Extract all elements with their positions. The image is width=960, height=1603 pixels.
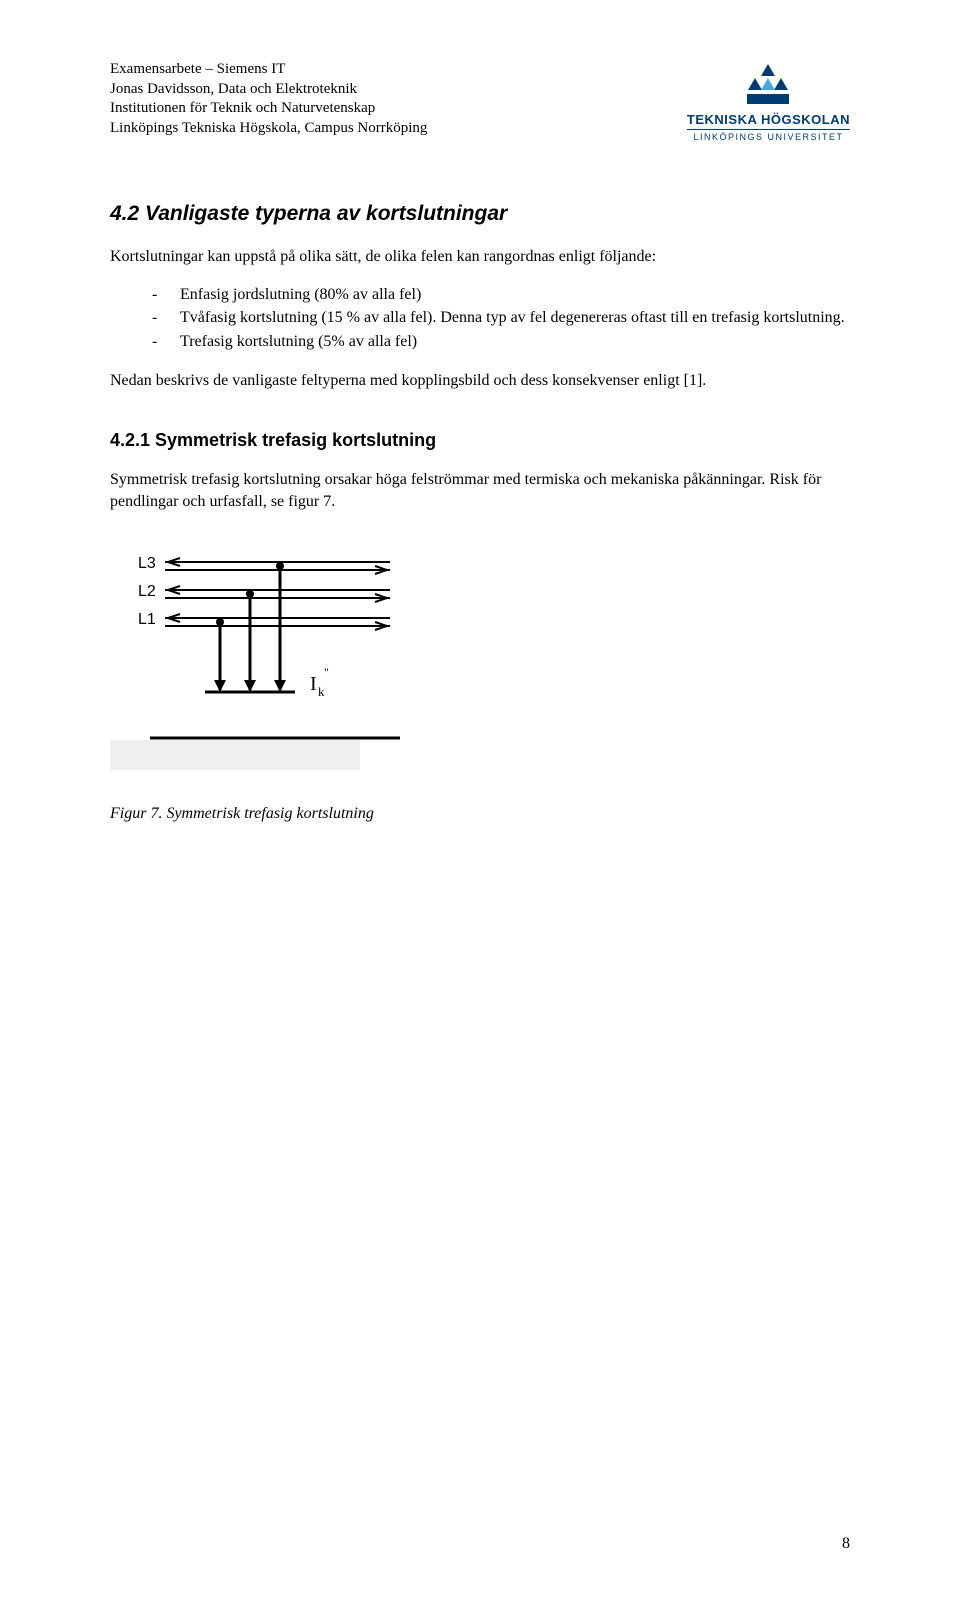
header-line: Jonas Davidsson, Data och Elektroteknik [110,80,427,100]
header-line: Institutionen för Teknik och Naturvetens… [110,99,427,119]
list-item: Trefasig kortslutning (5% av alla fel) [152,331,850,353]
list-item: Tvåfasig kortslutning (15 % av alla fel)… [152,307,850,329]
fault-type-list: Enfasig jordslutning (80% av alla fel) T… [110,284,850,353]
section-intro: Kortslutningar kan uppstå på olika sätt,… [110,246,850,268]
figure-caption: Figur 7. Symmetrisk trefasig kortslutnin… [110,805,850,823]
label-L3: L3 [138,555,156,572]
header-affiliation: Examensarbete – Siemens IT Jonas Davidss… [110,60,427,138]
page-number: 8 [842,1535,850,1553]
label-L2: L2 [138,583,156,600]
logo-subtitle: LINKÖPINGS UNIVERSITET [687,129,850,142]
logo-title: TEKNISKA HÖGSKOLAN [687,112,850,127]
list-item: Enfasig jordslutning (80% av alla fel) [152,284,850,306]
circuit-diagram-icon: L3 L2 L1 I k " [110,540,420,770]
subsection-body: Symmetrisk trefasig kortslutning orsakar… [110,469,850,512]
section-outro: Nedan beskrivs de vanligaste feltyperna … [110,370,850,392]
header-logo-block: TEKNISKA HÖGSKOLAN LINKÖPINGS UNIVERSITE… [687,60,850,142]
university-logo-icon [741,60,795,108]
label-Ik: I [310,673,317,695]
label-L1: L1 [138,611,156,628]
page-header: Examensarbete – Siemens IT Jonas Davidss… [110,60,850,142]
label-Ik-sub: k [318,684,325,699]
subsection-heading: 4.2.1 Symmetrisk trefasig kortslutning [110,430,850,451]
header-line: Examensarbete – Siemens IT [110,60,427,80]
header-line: Linköpings Tekniska Högskola, Campus Nor… [110,119,427,139]
label-Ik-sup: " [324,665,329,679]
section-heading: 4.2 Vanligaste typerna av kortslutningar [110,202,850,226]
figure-7: L3 L2 L1 I k " Figur 7. Symmetrisk trefa… [110,540,850,823]
